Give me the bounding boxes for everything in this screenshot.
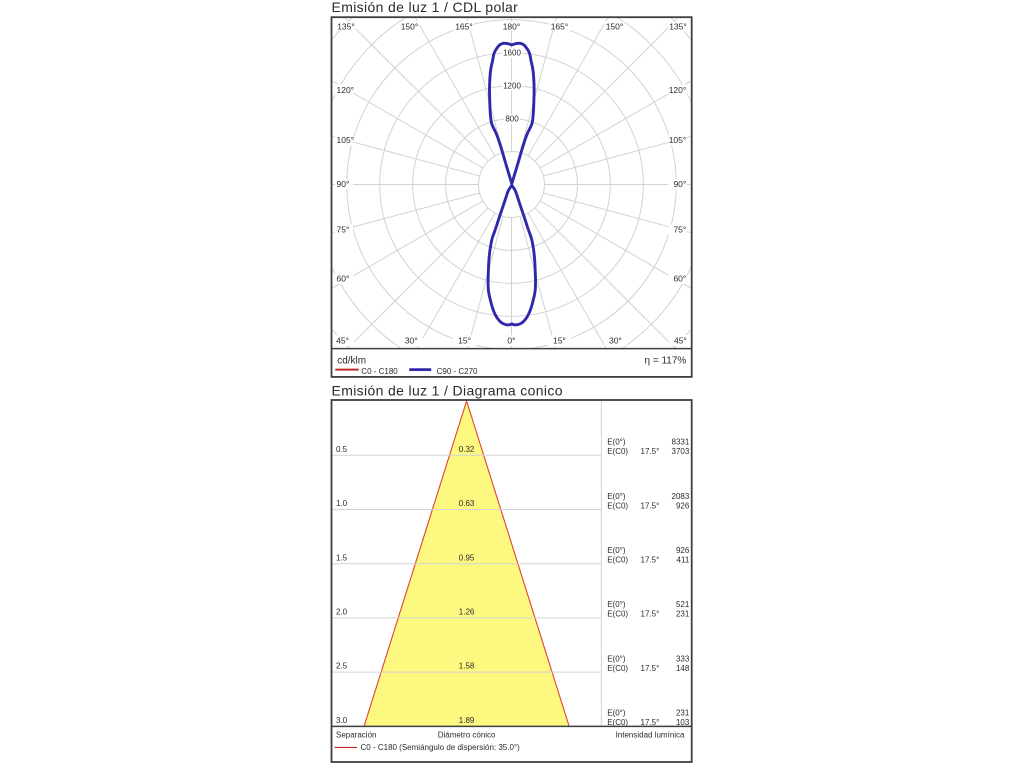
- svg-text:Emisión de luz 1 / Diagrama co: Emisión de luz 1 / Diagrama conico: [332, 383, 563, 399]
- svg-text:120°: 120°: [669, 85, 687, 95]
- svg-text:90°: 90°: [673, 179, 686, 189]
- svg-text:1.58: 1.58: [459, 662, 475, 671]
- svg-text:E(0°): E(0°): [607, 492, 626, 501]
- svg-text:60°: 60°: [673, 274, 686, 284]
- svg-text:926: 926: [676, 546, 690, 555]
- svg-text:926: 926: [676, 501, 690, 510]
- svg-text:η = 117%: η = 117%: [645, 356, 687, 367]
- svg-text:cd/klm: cd/klm: [337, 356, 366, 367]
- svg-text:15°: 15°: [553, 335, 566, 345]
- svg-text:1600: 1600: [503, 49, 521, 58]
- svg-text:231: 231: [676, 610, 690, 619]
- svg-text:45°: 45°: [674, 335, 687, 345]
- svg-text:180°: 180°: [503, 21, 521, 31]
- svg-text:17.5°: 17.5°: [641, 664, 660, 673]
- svg-text:15°: 15°: [458, 335, 471, 345]
- svg-text:C90 - C270: C90 - C270: [437, 367, 478, 376]
- svg-text:120°: 120°: [337, 85, 355, 95]
- svg-text:105°: 105°: [669, 135, 687, 145]
- svg-text:30°: 30°: [405, 335, 418, 345]
- svg-text:1.26: 1.26: [459, 608, 475, 617]
- svg-text:17.5°: 17.5°: [641, 556, 660, 565]
- svg-text:E(C0): E(C0): [607, 664, 628, 673]
- svg-text:E(C0): E(C0): [607, 718, 628, 727]
- svg-text:E(0°): E(0°): [607, 600, 626, 609]
- svg-text:E(C0): E(C0): [607, 610, 628, 619]
- svg-text:105°: 105°: [337, 135, 355, 145]
- svg-text:E(0°): E(0°): [607, 546, 626, 555]
- svg-text:E(0°): E(0°): [607, 654, 626, 663]
- svg-text:Separación: Separación: [336, 730, 376, 739]
- svg-text:1.89: 1.89: [459, 716, 475, 725]
- svg-text:E(0°): E(0°): [607, 709, 626, 718]
- svg-text:Diámetro cónico: Diámetro cónico: [438, 730, 496, 739]
- svg-text:231: 231: [676, 709, 690, 718]
- svg-text:0.5: 0.5: [336, 445, 348, 454]
- svg-text:90°: 90°: [337, 179, 350, 189]
- svg-text:E(C0): E(C0): [607, 556, 628, 565]
- svg-text:333: 333: [676, 654, 690, 663]
- svg-text:17.5°: 17.5°: [641, 610, 660, 619]
- svg-text:0.32: 0.32: [459, 445, 475, 454]
- svg-text:17.5°: 17.5°: [641, 501, 660, 510]
- svg-text:E(0°): E(0°): [607, 438, 626, 447]
- svg-text:2.0: 2.0: [336, 608, 348, 617]
- svg-text:165°: 165°: [455, 21, 473, 31]
- svg-text:148: 148: [676, 664, 690, 673]
- svg-text:Emisión de luz 1 / CDL polar: Emisión de luz 1 / CDL polar: [332, 0, 519, 15]
- svg-text:2.5: 2.5: [336, 662, 348, 671]
- svg-text:411: 411: [677, 556, 690, 565]
- svg-text:30°: 30°: [609, 335, 622, 345]
- svg-text:0°: 0°: [507, 335, 515, 345]
- svg-text:135°: 135°: [669, 21, 687, 31]
- svg-text:E(C0): E(C0): [607, 447, 628, 456]
- svg-text:17.5°: 17.5°: [641, 718, 660, 727]
- svg-text:C0 - C180: C0 - C180: [361, 367, 398, 376]
- svg-text:Intensidad lumínica: Intensidad lumínica: [616, 730, 685, 739]
- svg-text:3703: 3703: [672, 447, 690, 456]
- svg-text:135°: 135°: [337, 21, 355, 31]
- svg-text:1.0: 1.0: [336, 499, 348, 508]
- svg-text:1.5: 1.5: [336, 553, 348, 562]
- svg-text:75°: 75°: [673, 225, 686, 235]
- svg-text:17.5°: 17.5°: [641, 447, 660, 456]
- svg-text:60°: 60°: [337, 274, 350, 284]
- svg-text:521: 521: [676, 600, 690, 609]
- svg-text:103: 103: [676, 718, 690, 727]
- svg-text:150°: 150°: [401, 21, 419, 31]
- svg-text:800: 800: [505, 114, 519, 123]
- svg-text:C0 - C180 (Semiángulo de dispe: C0 - C180 (Semiángulo de dispersión: 35.…: [361, 743, 521, 752]
- svg-text:165°: 165°: [551, 21, 569, 31]
- svg-text:E(C0): E(C0): [607, 501, 628, 510]
- svg-text:45°: 45°: [336, 335, 349, 345]
- svg-text:150°: 150°: [606, 21, 624, 31]
- svg-text:0.63: 0.63: [459, 499, 475, 508]
- svg-text:0.95: 0.95: [459, 553, 475, 562]
- svg-text:1200: 1200: [503, 81, 521, 90]
- svg-text:3.0: 3.0: [336, 716, 348, 725]
- svg-text:8331: 8331: [672, 438, 690, 447]
- svg-text:2083: 2083: [672, 492, 690, 501]
- svg-text:75°: 75°: [337, 225, 350, 235]
